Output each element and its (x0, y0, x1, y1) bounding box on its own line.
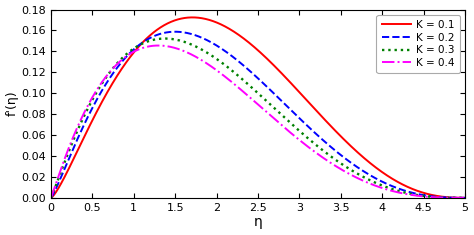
K = 0.2 (238, 62, 244, 65)
K = 0.3 (250, 87, 255, 90)
X-axis label: η: η (254, 215, 262, 229)
K = 0.3 (69, 142, 75, 145)
K = 0.2 (450, 196, 456, 199)
K = 0.1 (69, 161, 75, 163)
K = 0.2 (374, 178, 380, 180)
K = 0.2 (450, 196, 456, 199)
K = 0.2 (173, 30, 178, 33)
K = 0.1 (238, 35, 244, 38)
K = 0.4 (462, 196, 468, 199)
K = 0.1 (48, 196, 54, 199)
Line: K = 0.1: K = 0.1 (51, 17, 465, 198)
K = 0.4 (374, 185, 380, 188)
K = 0.1 (462, 196, 468, 199)
K = 0.3 (450, 196, 456, 199)
K = 0.3 (450, 196, 456, 199)
K = 0.2 (250, 72, 255, 75)
K = 0.1 (190, 16, 195, 19)
K = 0.1 (250, 44, 255, 47)
K = 0.3 (48, 196, 54, 199)
K = 0.4 (450, 196, 456, 199)
K = 0.3 (238, 77, 244, 80)
K = 0.3 (162, 37, 168, 40)
Line: K = 0.3: K = 0.3 (51, 39, 465, 198)
Legend: K = 0.1, K = 0.2, K = 0.3, K = 0.4: K = 0.1, K = 0.2, K = 0.3, K = 0.4 (376, 15, 460, 73)
K = 0.1 (374, 167, 380, 170)
K = 0.2 (48, 196, 54, 199)
K = 0.1 (450, 196, 456, 199)
K = 0.4 (450, 196, 456, 199)
K = 0.4 (69, 138, 75, 141)
K = 0.4 (155, 44, 161, 47)
Line: K = 0.4: K = 0.4 (51, 46, 465, 198)
Y-axis label: f'(η): f'(η) (6, 91, 18, 117)
K = 0.3 (462, 196, 468, 199)
K = 0.2 (462, 196, 468, 199)
K = 0.4 (238, 89, 244, 92)
K = 0.3 (374, 182, 380, 185)
K = 0.2 (69, 150, 75, 153)
Line: K = 0.2: K = 0.2 (51, 32, 465, 198)
K = 0.4 (48, 196, 54, 199)
K = 0.1 (450, 196, 456, 199)
K = 0.4 (250, 98, 255, 101)
